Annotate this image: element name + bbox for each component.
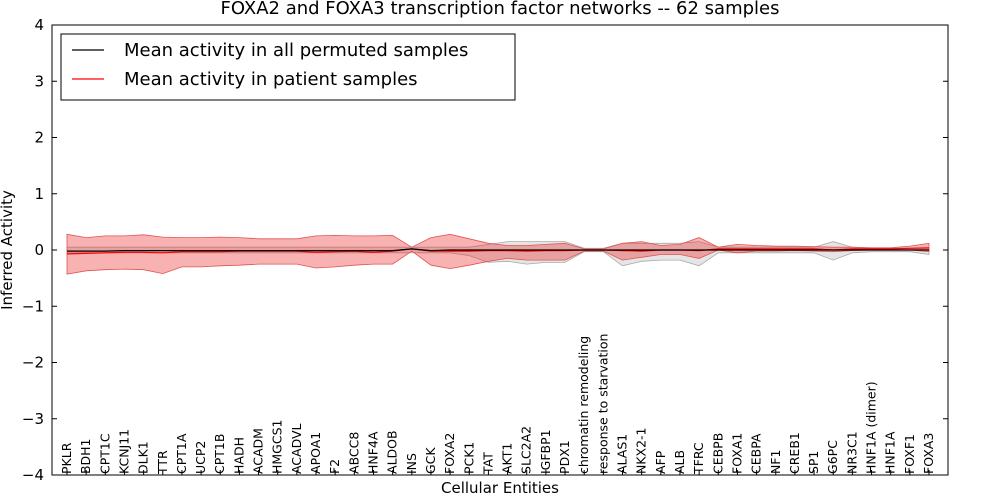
- x-tick-label: KCNJ11: [117, 429, 132, 474]
- x-tick-label: CEBPA: [749, 433, 764, 474]
- x-tick-label: ACADM: [251, 428, 266, 474]
- y-tick-label: 1: [34, 185, 44, 203]
- x-tick-label: TFRC: [691, 442, 706, 475]
- x-tick-labels: PKLR BDH1 CPT1C KCNJ11 DLK1 TTR CPT1A UCP2 CPT1B…: [59, 334, 936, 475]
- x-tick-label: CPT1A: [174, 433, 189, 474]
- x-tick-label: CPT1B: [212, 434, 227, 474]
- x-tick-label: NF1: [768, 450, 783, 475]
- chart-title: FOXA2 and FOXA3 transcription factor net…: [221, 0, 780, 19]
- y-tick-label: −2: [22, 354, 44, 372]
- legend-label-patient: Mean activity in patient samples: [124, 69, 418, 90]
- x-tick-label: TAT: [480, 452, 495, 475]
- band-permuted: [66, 241, 930, 267]
- y-tick-label: −1: [22, 297, 44, 315]
- x-tick-label: chromatin remodeling: [576, 336, 591, 474]
- x-tick-label: NR3C1: [844, 431, 859, 474]
- confidence-bands: [66, 233, 930, 275]
- x-tick-label: FOXA1: [729, 433, 744, 474]
- legend-box: [60, 33, 516, 101]
- y-tick-label: 0: [34, 241, 44, 259]
- legend-label-permuted: Mean activity in all permuted samples: [124, 40, 468, 61]
- x-tick-label: F2: [327, 459, 342, 474]
- x-tick-label: NKX2-1: [634, 428, 649, 475]
- x-tick-label: TTR: [155, 450, 170, 475]
- x-tick-label: HMGCS1: [270, 419, 285, 474]
- x-tick-label: SLC2A2: [519, 426, 534, 474]
- x-tick-label: CEBPB: [710, 433, 725, 474]
- x-tick-label: HADH: [231, 437, 246, 474]
- x-tick-label: APOA1: [308, 432, 323, 474]
- series-lines: [66, 247, 930, 255]
- line-permuted: [67, 248, 929, 252]
- x-tick-label: CREB1: [787, 432, 802, 474]
- x-tick-label: FOXA2: [442, 433, 457, 474]
- x-tick-label: PDX1: [557, 440, 572, 474]
- x-tick-label: INS: [404, 453, 419, 474]
- x-tick-label: HNF1A (dimer): [864, 381, 879, 474]
- y-tick-label: −4: [22, 466, 44, 484]
- x-tick-label: CPT1C: [97, 433, 112, 474]
- x-tick-label: PKLR: [59, 442, 74, 474]
- x-tick-label: AFP: [653, 450, 668, 474]
- x-tick-label: ALAS1: [615, 434, 630, 474]
- y-tick-label: −3: [22, 410, 44, 428]
- axis-ticks: [52, 24, 948, 476]
- x-tick-label: AKT1: [500, 443, 515, 474]
- x-tick-label: response to starvation: [595, 334, 610, 475]
- plot-frame: [51, 24, 949, 476]
- y-tick-label: 4: [34, 16, 44, 34]
- y-tick-label: 2: [34, 129, 44, 147]
- y-tick-labels: 4 3 2 1 0 −1 −2 −3 −4: [22, 16, 44, 484]
- legend: Mean activity in all permuted samples Me…: [60, 33, 516, 101]
- y-axis-label: Inferred Activity: [0, 190, 16, 310]
- x-tick-label: GCK: [423, 447, 438, 474]
- x-tick-label: BDH1: [78, 438, 93, 474]
- x-tick-label: FOXA3: [921, 433, 936, 474]
- x-tick-label: ACADVL: [289, 423, 304, 474]
- x-tick-label: ALB: [672, 450, 687, 474]
- x-tick-label: DLK1: [136, 441, 151, 474]
- x-tick-label: G6PC: [825, 440, 840, 474]
- x-tick-label: PCK1: [461, 442, 476, 474]
- band-patient: [66, 233, 930, 275]
- x-axis-label: Cellular Entities: [441, 479, 559, 497]
- x-tick-label: ALDOB: [385, 430, 400, 474]
- x-tick-label: FOXF1: [902, 434, 917, 474]
- x-tick-label: ABCC8: [346, 432, 361, 474]
- x-tick-label: UCP2: [193, 441, 208, 474]
- x-tick-label: IGFBP1: [538, 429, 553, 474]
- y-tick-label: 3: [34, 72, 44, 90]
- x-tick-label: HNF4A: [366, 431, 381, 474]
- x-tick-label: HNF1A: [883, 431, 898, 474]
- x-tick-label: SP1: [806, 451, 821, 474]
